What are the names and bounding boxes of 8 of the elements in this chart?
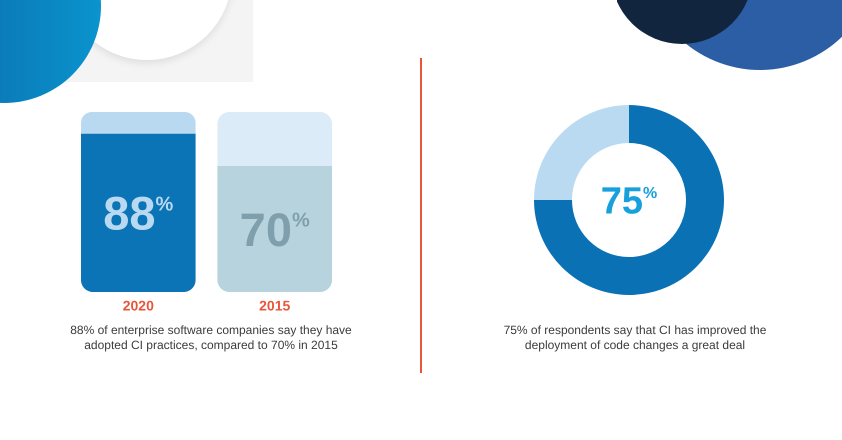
data-label: 88% [103,186,174,240]
data-label: 70% [240,202,310,256]
text: 88% of enterprise software companies say they have adopted CI practices, compared to 70% in 2015 [69,323,353,353]
x-tick-label: 2020 [122,298,154,314]
text: 75% of respondents say that CI has improved the deployment of code changes a great deal [502,323,768,353]
data-label: 75% [600,180,658,223]
x-tick-label: 2015 [259,298,290,314]
donut-slice [534,105,724,295]
